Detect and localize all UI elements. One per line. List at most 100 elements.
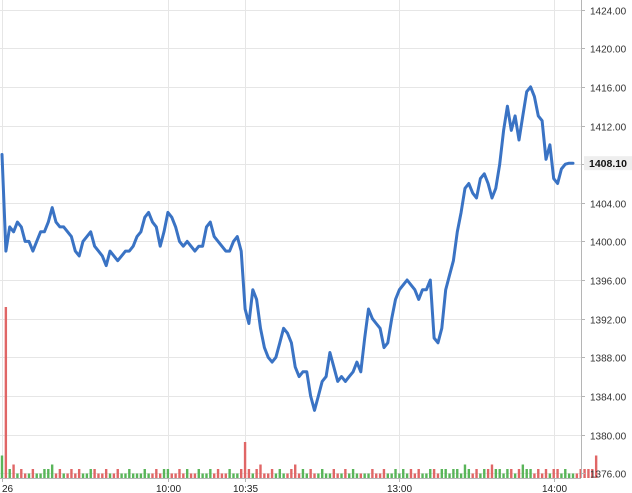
volume-bar [513,473,517,478]
volume-bars [0,307,598,478]
volume-bar [131,473,135,478]
volume-bar [70,469,73,478]
x-tick-label: 13:00 [387,484,412,493]
volume-bar [247,469,251,478]
volume-bar [429,469,432,478]
volume-bar [375,473,378,478]
volume-bar [510,469,513,478]
volume-bar [201,473,204,478]
volume-bar [324,473,328,478]
volume-bar [521,464,525,478]
volume-bar [54,473,58,478]
volume-bar [62,473,65,478]
volume-bar [170,473,173,478]
volume-bar [552,469,555,478]
volume-bar [47,469,50,478]
volume-bar [560,473,563,478]
volume-bar [297,473,301,478]
volume-bar [147,473,150,478]
volume-bar [93,469,96,478]
volume-bar [571,473,575,478]
volume-bar [405,473,409,478]
volume-bar [77,469,81,478]
volume-bar [112,473,116,478]
volume-bar [31,469,35,478]
volume-bar [85,473,89,478]
volume-bar [402,469,405,478]
volume-bar [594,455,598,478]
y-tick-label: 1376.00 [590,470,627,481]
volume-bar [440,469,444,478]
y-tick-label: 1396.00 [590,277,627,288]
volume-bar [475,469,478,478]
volume-bar [432,469,436,478]
volume-bar [309,469,312,478]
volume-bar [301,469,305,478]
volume-bar [174,473,177,478]
y-tick-label: 1404.00 [590,200,627,211]
volume-bar [128,469,131,478]
y-tick-label: 1416.00 [590,84,627,95]
volume-bar [502,473,505,478]
volume-bar [417,469,420,478]
volume-bar [459,473,463,478]
volume-bar [579,469,582,478]
volume-bar [158,473,162,478]
volume-bar [529,469,532,478]
volume-bar [490,464,494,478]
volume-bar [548,473,552,478]
volume-bar [50,464,54,478]
y-tick-label: 1424.00 [590,7,627,18]
volume-bar [0,455,4,478]
y-tick-label: 1380.00 [590,432,627,443]
volume-bar [224,473,227,478]
volume-bar [216,469,220,478]
volume-bar [124,473,127,478]
volume-bar [259,464,262,478]
volume-bar [332,469,335,478]
volume-bar [386,473,390,478]
volume-bar [398,473,401,478]
volume-bar [155,469,158,478]
volume-bar [209,469,212,478]
volume-bar [575,473,579,478]
volume-bar [340,473,343,478]
volume-bar [382,469,386,478]
volume-bar [255,469,258,478]
volume-bar [471,473,474,478]
volume-bar [251,473,254,478]
volume-bar [425,473,428,478]
volume-bar [363,473,366,478]
volume-bar [355,473,359,478]
volume-bar [189,473,193,478]
volume-bar [367,473,370,478]
volume-bar [313,473,316,478]
volume-bar [232,473,235,478]
volume-bar [498,469,501,478]
volume-bar [537,469,540,478]
volume-bar [567,473,571,478]
volume-bar [587,469,590,478]
x-tick-label: 10:00 [156,484,181,493]
volume-bar [8,469,11,478]
y-tick-label: 1388.00 [590,354,627,365]
volume-bar [16,473,19,478]
volume-bar [517,469,521,478]
volume-bar [444,469,447,478]
volume-bar [58,469,62,478]
volume-bar [591,469,594,478]
volume-bar [35,473,38,478]
volume-bar [27,473,31,478]
y-tick-label: 1412.00 [590,123,627,134]
volume-bar [452,469,455,478]
volume-bar [305,473,308,478]
volume-bar [506,469,509,478]
volume-bar [101,473,104,478]
volume-bar [143,469,146,478]
volume-bar [540,473,544,478]
volume-bar [193,473,197,478]
volume-bar [236,473,239,478]
volume-bar [274,473,278,478]
volume-bar [89,469,92,478]
